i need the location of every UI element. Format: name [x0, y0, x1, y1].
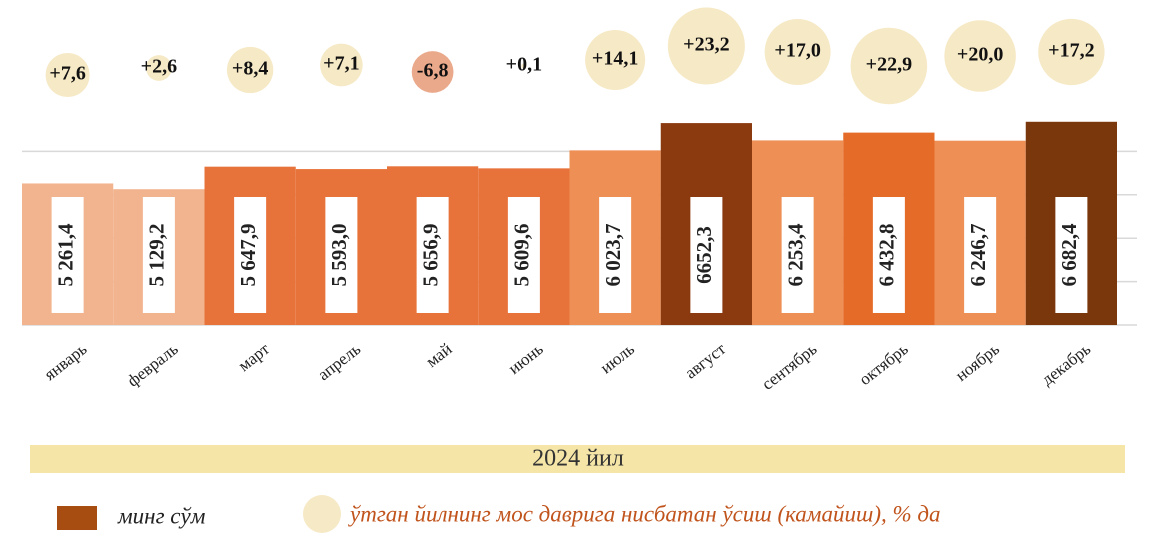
value-label: 6 246,7	[966, 224, 990, 287]
change-bubble	[764, 19, 831, 85]
change-bubble	[1038, 18, 1105, 86]
value-label: 6 682,4	[1057, 223, 1081, 287]
x-tick-label: ноябрь	[952, 339, 1003, 385]
legend-label: минг сўм	[117, 503, 206, 528]
value-label-box	[416, 197, 449, 313]
value-label-box	[234, 197, 267, 313]
value-label: 6 253,4	[783, 223, 807, 287]
change-bubble	[667, 7, 745, 85]
x-tick-label: май	[422, 339, 455, 371]
value-label-box	[690, 197, 723, 313]
value-label: 6 023,7	[601, 224, 625, 287]
value-label-box	[325, 197, 358, 313]
change-label: +20,0	[957, 44, 1003, 66]
change-label: -6,8	[417, 60, 449, 82]
value-label: 5 129,2	[145, 224, 169, 287]
value-label-box	[872, 197, 905, 313]
change-label: +22,9	[866, 54, 912, 76]
change-bubble	[145, 55, 172, 81]
change-bubble	[45, 52, 90, 98]
value-label: 5 609,6	[510, 224, 534, 287]
value-label-box	[51, 197, 84, 313]
x-tick-label: сентябрь	[758, 339, 821, 394]
value-label-box	[1055, 197, 1088, 313]
change-label: +17,2	[1048, 40, 1094, 62]
change-bubble	[944, 20, 1016, 92]
x-axis-label: 2024 йил	[532, 446, 624, 472]
value-label-box	[599, 197, 632, 313]
change-label: +7,1	[323, 53, 359, 75]
x-tick-label: февраль	[124, 339, 182, 390]
change-label: +14,1	[592, 48, 638, 70]
value-label: 5 656,9	[418, 224, 442, 287]
change-bubble	[320, 43, 363, 87]
value-label: 5 647,9	[236, 224, 260, 287]
x-tick-label: декабрь	[1038, 339, 1095, 389]
value-label-box	[507, 197, 540, 313]
change-bubble	[585, 29, 646, 91]
value-label-box	[781, 197, 814, 313]
value-label: 5 261,4	[53, 223, 77, 287]
change-label: +7,6	[49, 63, 85, 85]
legend-swatch	[57, 506, 97, 530]
value-label-box	[142, 197, 175, 313]
change-label: +17,0	[774, 40, 820, 62]
x-tick-label: июль	[597, 339, 639, 377]
x-tick-label: август	[681, 339, 729, 383]
legend-label: ўтган йилнинг мос даврига нисбатан ўсиш …	[348, 501, 941, 526]
change-label: +0,1	[506, 54, 542, 76]
x-tick-label: январь	[41, 339, 91, 384]
x-tick-label: март	[235, 339, 274, 375]
x-tick-label: июнь	[505, 339, 547, 378]
x-label-band	[30, 445, 1125, 473]
change-label: +8,4	[232, 58, 268, 80]
change-bubble	[850, 27, 928, 105]
legend-swatch	[303, 495, 341, 533]
x-tick-label: октябрь	[856, 339, 912, 389]
change-label: +23,2	[683, 34, 729, 56]
value-label: 5 593,0	[327, 224, 351, 287]
value-label: 6652,3	[692, 226, 716, 284]
change-bubble	[521, 63, 527, 69]
change-bubble	[411, 51, 454, 93]
x-tick-label: апрель	[314, 339, 364, 384]
value-label: 6 432,8	[875, 224, 899, 287]
change-label: +2,6	[141, 56, 177, 78]
change-bubble	[226, 46, 274, 94]
value-label-box	[964, 197, 997, 313]
